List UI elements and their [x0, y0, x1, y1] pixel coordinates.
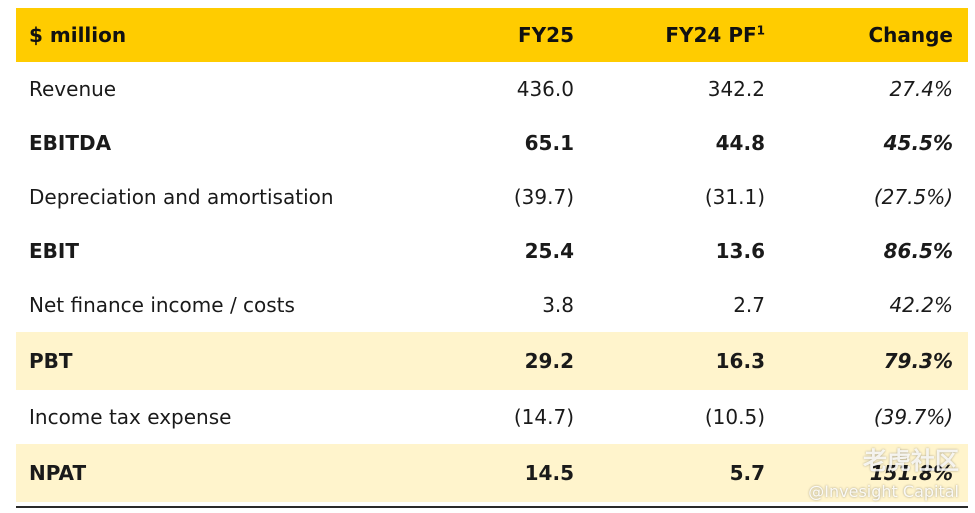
table-header-row: $ million FY25 FY24 PF1 Change — [16, 8, 968, 62]
row-fy24: 2.7 — [733, 293, 765, 317]
row-change: (27.5%) — [873, 185, 953, 209]
row-fy24: (31.1) — [704, 185, 765, 209]
row-fy25: 436.0 — [516, 77, 574, 101]
row-fy25: 14.5 — [524, 461, 574, 485]
row-change: 86.5% — [883, 239, 953, 263]
row-change: 151.8% — [869, 461, 953, 485]
header-fy24-label: FY24 PF — [665, 23, 757, 47]
row-label: Income tax expense — [29, 405, 232, 429]
row-change: 79.3% — [883, 349, 953, 373]
row-label: EBIT — [29, 239, 79, 263]
header-change: Change — [868, 23, 953, 47]
table-row-income-tax: Income tax expense (14.7) (10.5) (39.7%) — [16, 390, 968, 444]
watermark-brand: 老虎社区 — [863, 447, 959, 475]
row-label: Depreciation and amortisation — [29, 185, 334, 209]
table-row-depreciation: Depreciation and amortisation (39.7) (31… — [16, 170, 968, 224]
row-change: 45.5% — [883, 131, 953, 155]
table-row-revenue: Revenue 436.0 342.2 27.4% — [16, 62, 968, 116]
table-row-net-finance: Net finance income / costs 3.8 2.7 42.2% — [16, 278, 968, 332]
row-fy24: 13.6 — [715, 239, 765, 263]
row-fy24: (10.5) — [704, 405, 765, 429]
row-change: 27.4% — [889, 77, 953, 101]
table-row-ebitda: EBITDA 65.1 44.8 45.5% — [16, 116, 968, 170]
header-fy24-footnote: 1 — [756, 23, 765, 38]
row-fy24: 5.7 — [729, 461, 765, 485]
row-label: EBITDA — [29, 131, 112, 155]
row-label: PBT — [29, 349, 73, 373]
header-fy25: FY25 — [518, 23, 574, 47]
row-fy24: 342.2 — [707, 77, 765, 101]
row-fy25: (39.7) — [513, 185, 574, 209]
table-row-ebit: EBIT 25.4 13.6 86.5% — [16, 224, 968, 278]
header-fy24: FY24 PF1 — [574, 23, 765, 47]
table-bottom-rule — [16, 506, 968, 508]
row-label: Revenue — [29, 77, 117, 101]
row-fy24: 16.3 — [715, 349, 765, 373]
row-change: (39.7%) — [873, 405, 953, 429]
watermark-handle: @Invesight Capital — [808, 482, 959, 501]
row-fy25: (14.7) — [513, 405, 574, 429]
table-row-pbt: PBT 29.2 16.3 79.3% — [16, 332, 968, 390]
row-fy25: 25.4 — [524, 239, 574, 263]
table-row-npat: NPAT 14.5 5.7 151.8% — [16, 444, 968, 502]
header-unit-label: $ million — [29, 23, 127, 47]
row-fy24: 44.8 — [715, 131, 765, 155]
financial-summary-table: $ million FY25 FY24 PF1 Change Revenue 4… — [16, 8, 968, 502]
row-label: NPAT — [29, 461, 87, 485]
row-change: 42.2% — [889, 293, 953, 317]
row-fy25: 65.1 — [524, 131, 574, 155]
row-fy25: 29.2 — [524, 349, 574, 373]
row-label: Net finance income / costs — [29, 293, 295, 317]
row-fy25: 3.8 — [542, 293, 574, 317]
